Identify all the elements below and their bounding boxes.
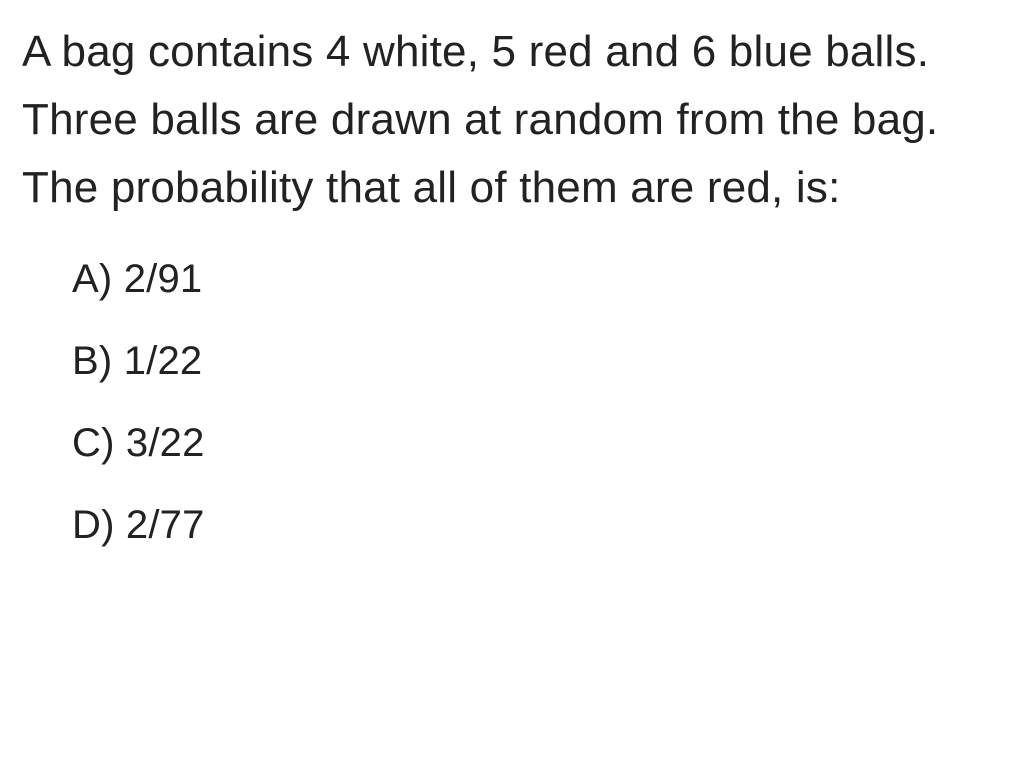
option-c[interactable]: C) 3/22 bbox=[72, 417, 1011, 469]
question-text: A bag contains 4 white, 5 red and 6 blue… bbox=[22, 18, 1011, 223]
option-d[interactable]: D) 2/77 bbox=[72, 499, 1011, 551]
option-b[interactable]: B) 1/22 bbox=[72, 335, 1011, 387]
option-a[interactable]: A) 2/91 bbox=[72, 253, 1011, 305]
options-list: A) 2/91 B) 1/22 C) 3/22 D) 2/77 bbox=[22, 253, 1011, 551]
